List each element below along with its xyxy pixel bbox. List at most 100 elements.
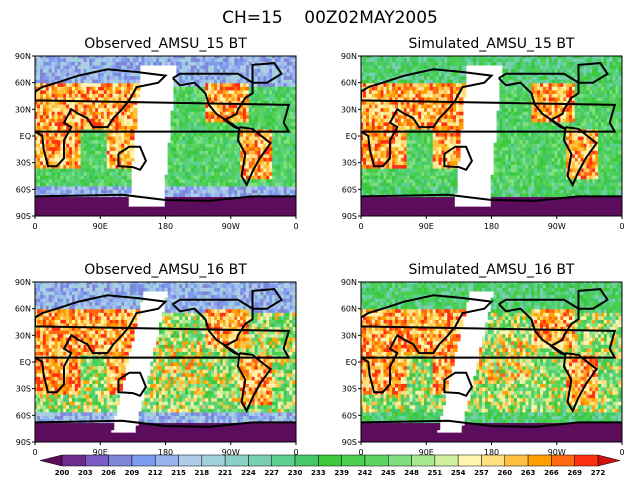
colorbar-label: 215	[171, 469, 186, 477]
colorbar-label: 248	[404, 469, 419, 477]
lat-tick-label: 60S	[342, 411, 357, 420]
lat-tick-label: EQ	[346, 358, 357, 367]
brightness-temperature-field	[361, 282, 622, 442]
colorbar-label: 203	[78, 469, 93, 477]
lat-tick-label: 30S	[342, 159, 357, 168]
coastline	[361, 419, 622, 428]
coastline	[35, 419, 296, 428]
coastline	[562, 126, 598, 188]
colorbar-swatch	[224, 454, 249, 467]
colorbar-label: 242	[358, 469, 373, 477]
coastline	[35, 294, 291, 394]
lon-tick-label: 0	[619, 222, 624, 231]
coastline	[562, 352, 598, 414]
coastline	[577, 288, 609, 310]
coastline	[172, 72, 254, 130]
colorbar-swatch	[271, 454, 296, 467]
colorbar-swatch	[574, 454, 599, 467]
lon-tick-label: 180	[158, 448, 173, 457]
figure-title: CH=15 00Z02MAY2005	[222, 8, 438, 28]
lat-tick-label: 30S	[342, 385, 357, 394]
lat-tick-label: 90S	[16, 212, 31, 221]
colorbar-over-arrow	[597, 454, 621, 467]
lat-tick-label: 90N	[15, 52, 31, 61]
lat-tick-label: 60N	[15, 79, 31, 88]
colorbar-label: 266	[544, 469, 559, 477]
colorbar-swatch	[457, 454, 482, 467]
colorbar-swatch	[131, 454, 156, 467]
lon-tick-label: 90W	[548, 448, 566, 457]
panel-title: Observed_AMSU_16 BT	[84, 262, 247, 278]
colorbar-swatch	[434, 454, 459, 467]
lat-tick-label: 90S	[16, 438, 31, 447]
coastline	[117, 145, 148, 172]
colorbar-label: 251	[428, 469, 443, 477]
colorbar-label: 206	[101, 469, 116, 477]
lat-tick-label: 30S	[16, 159, 31, 168]
coastline	[251, 288, 283, 310]
lon-tick-label: 0	[358, 222, 363, 231]
colorbar-label: 233	[311, 469, 326, 477]
coastline	[35, 68, 291, 168]
colorbar-swatch	[388, 454, 412, 467]
lat-tick-label: 30N	[341, 331, 357, 340]
colorbar: 200 203 206 209 212 215 218 221 224 227 230 233 239 2…	[39, 454, 621, 477]
lon-tick-label: 180	[158, 222, 173, 231]
lat-tick-label: 90N	[341, 52, 357, 61]
lat-tick-label: 30S	[16, 385, 31, 394]
colorbar-swatch	[85, 454, 109, 467]
coastline	[35, 193, 296, 202]
colorbar-label: 224	[241, 469, 256, 477]
lat-tick-label: EQ	[20, 132, 31, 141]
lon-tick-label: 0	[293, 448, 298, 457]
brightness-temperature-field	[35, 56, 296, 216]
map-panel-4: Simulated_AMSU_16 BT 90N 60N 30N EQ 30S 60S 90S…	[341, 262, 625, 457]
lon-tick-label: 180	[484, 448, 499, 457]
lon-tick-label: 90E	[93, 448, 108, 457]
colorbar-swatch	[551, 454, 575, 467]
coastline	[498, 298, 580, 356]
panel-title: Observed_AMSU_15 BT	[84, 36, 247, 52]
colorbar-swatch	[527, 454, 552, 467]
colorbar-label: 200	[55, 469, 70, 477]
lon-tick-label: 90W	[222, 222, 240, 231]
brightness-temperature-field	[361, 56, 622, 216]
lat-tick-label: 60N	[341, 79, 357, 88]
lat-tick-label: 90S	[342, 438, 357, 447]
colorbar-swatch	[341, 454, 366, 467]
panel-title: Simulated_AMSU_16 BT	[409, 262, 575, 278]
colorbar-swatch	[201, 454, 226, 467]
colorbar-swatch	[154, 454, 179, 467]
colorbar-swatch	[248, 454, 272, 467]
lat-tick-label: 90S	[342, 212, 357, 221]
colorbar-label: 230	[288, 469, 303, 477]
colorbar-label: 221	[218, 469, 233, 477]
lon-tick-label: 90E	[419, 448, 434, 457]
colorbar-label: 254	[451, 469, 466, 477]
colorbar-swatch	[504, 454, 529, 467]
lat-tick-label: 90N	[15, 278, 31, 287]
colorbar-swatch	[108, 454, 133, 467]
colorbar-label: 263	[521, 469, 536, 477]
colorbar-swatch	[411, 454, 436, 467]
lat-tick-label: 30N	[341, 105, 357, 114]
lat-tick-label: 60N	[15, 305, 31, 314]
lat-tick-label: 60S	[342, 185, 357, 194]
coastline	[443, 145, 474, 172]
map-panel-3: Observed_AMSU_16 BT90N60N30NEQ30S60S90S0…	[15, 262, 299, 457]
coastline	[172, 298, 254, 356]
coastline	[577, 62, 609, 84]
lat-tick-label: 60S	[16, 411, 31, 420]
colorbar-swatch	[481, 454, 506, 467]
lon-tick-label: 0	[619, 448, 624, 457]
map-panel-2: Simulated_AMSU_15 BT 90N 60N 30N EQ 30S 60S 90S…	[341, 36, 625, 231]
lat-tick-label: 60N	[341, 305, 357, 314]
map-panel-1: Observed_AMSU_15 BT90N60N30NEQ30S60S90S0…	[15, 36, 299, 231]
lat-tick-label: EQ	[20, 358, 31, 367]
lon-tick-label: 0	[358, 448, 363, 457]
coastline	[117, 371, 148, 398]
lon-tick-label: 0	[293, 222, 298, 231]
lat-tick-label: 90N	[341, 278, 357, 287]
colorbar-label: 260	[497, 469, 512, 477]
coastline	[236, 352, 272, 414]
